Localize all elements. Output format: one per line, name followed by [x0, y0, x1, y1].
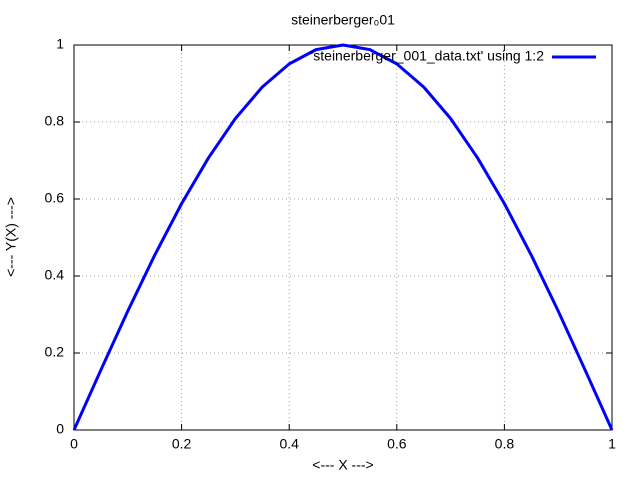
y-tick-label: 0.6 [45, 190, 65, 206]
x-axis-label: <--- X ---> [312, 457, 373, 473]
plot-border [73, 44, 613, 431]
x-tick-label: 0.8 [495, 436, 515, 452]
x-tick-label: 0.6 [387, 436, 407, 452]
y-tick-label: 1 [56, 36, 64, 52]
y-tick-label: 0.4 [45, 267, 65, 283]
data-line [72, 43, 614, 431]
x-tick-label: 0.4 [279, 436, 299, 452]
legend-label: 'steinerberger_001_data.txt' using 1:2 [311, 48, 545, 64]
y-tick-label: 0.8 [45, 113, 65, 129]
x-tick-label: 0 [70, 436, 78, 452]
y-axis-label: <--- Y(X) ---> [3, 197, 19, 277]
x-tick-label: 1 [608, 436, 616, 452]
chart-title: steinerberger₀01 [291, 12, 395, 28]
x-tick-label: 0.2 [172, 436, 192, 452]
y-tick-label: 0 [56, 421, 64, 437]
y-tick-label: 0.2 [45, 344, 65, 360]
